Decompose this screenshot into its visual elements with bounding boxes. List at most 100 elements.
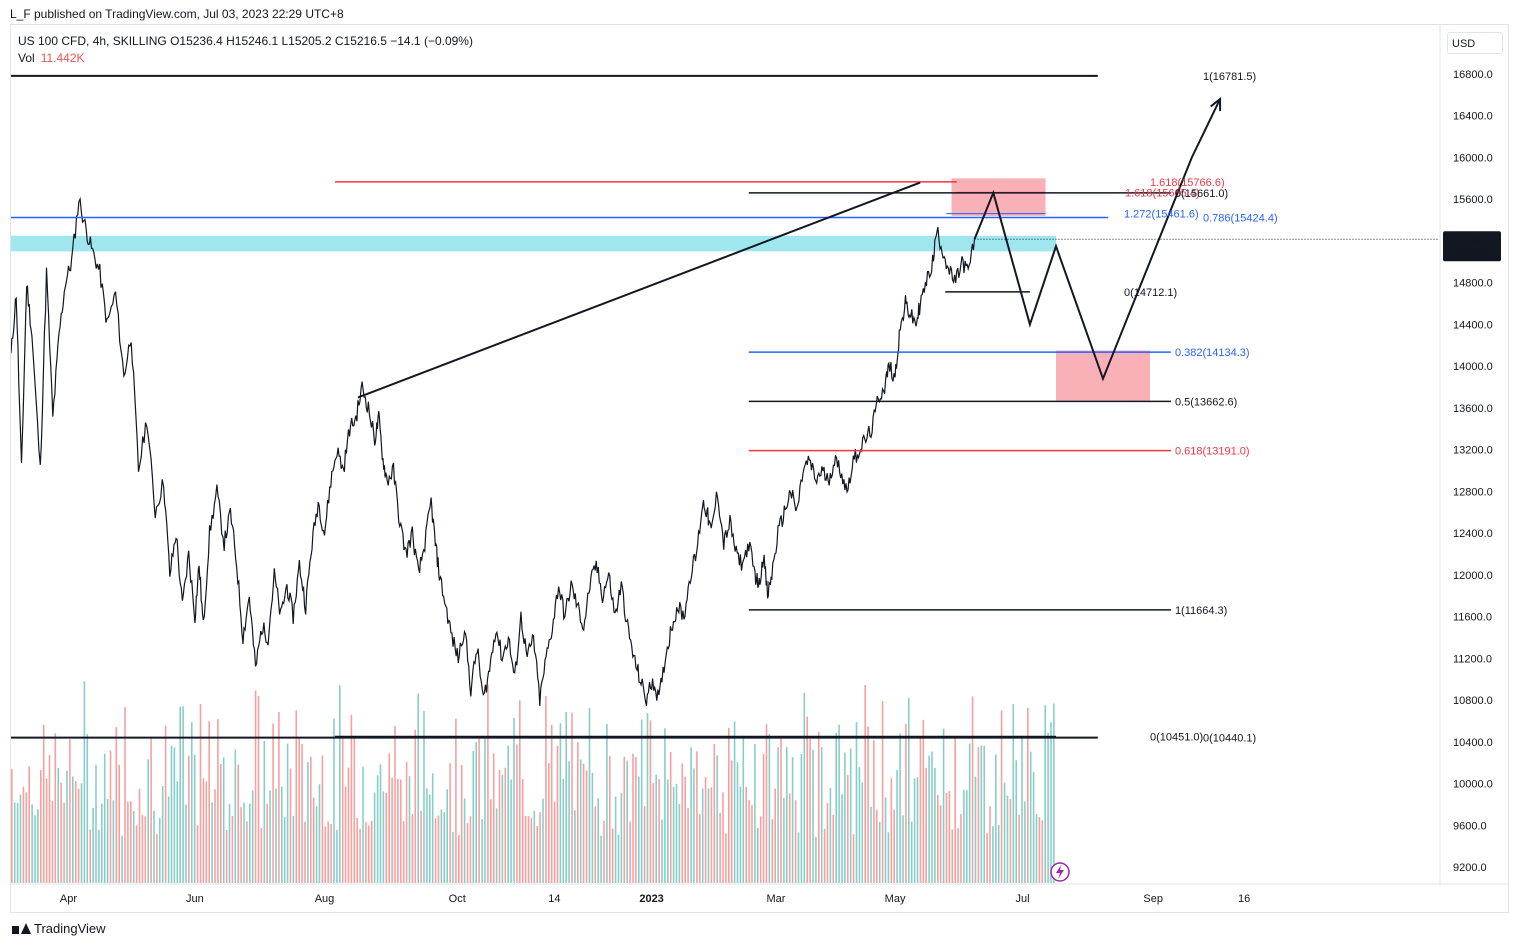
- volume-bar: [379, 764, 382, 883]
- volume-bar: [873, 740, 875, 883]
- published-caption: L_F published on TradingView.com, Jul 03…: [10, 7, 344, 21]
- volume-bar: [536, 826, 538, 883]
- volume-bar: [138, 788, 141, 883]
- volume-bar: [1029, 751, 1032, 883]
- volume-bar: [281, 786, 283, 883]
- volume-bar: [786, 747, 788, 883]
- volume-bar: [135, 825, 138, 883]
- volume-bar: [336, 829, 338, 883]
- volume-bar: [1018, 814, 1020, 883]
- volume-bar: [45, 778, 48, 883]
- volume-bar: [237, 764, 239, 883]
- volume-bar: [420, 810, 422, 883]
- volume-bar: [629, 821, 631, 883]
- volume-bar: [272, 723, 274, 883]
- symbol-legend[interactable]: US 100 CFD, 4h, SKILLING O15236.4 H15246…: [18, 34, 473, 48]
- volume-bar: [423, 711, 425, 883]
- volume-bar: [63, 802, 65, 883]
- volume-bar: [951, 829, 954, 883]
- volume-bar: [945, 792, 948, 883]
- volume-bar: [298, 738, 300, 883]
- volume-bar: [95, 765, 97, 883]
- fib-level-label: 1.272(15461.6): [1124, 209, 1199, 221]
- volume-bar: [768, 734, 771, 883]
- volume-bar: [312, 797, 315, 883]
- volume-bar: [507, 745, 509, 883]
- volume-bar: [504, 767, 507, 883]
- last-price-badge[interactable]: [1443, 231, 1501, 262]
- volume-bar: [77, 788, 80, 883]
- tradingview-brand[interactable]: TradingView: [12, 921, 106, 936]
- currency-selector[interactable]: USD: [1447, 32, 1503, 54]
- volume-bar: [728, 727, 730, 883]
- volume-bar: [69, 739, 71, 883]
- volume-bar: [397, 778, 399, 883]
- volume-bar: [757, 828, 759, 883]
- volume-bar: [373, 792, 376, 883]
- volume-bar: [725, 833, 727, 883]
- volume-bar: [730, 760, 733, 883]
- volume-bar: [475, 741, 477, 883]
- volume-bar: [632, 753, 634, 883]
- volume-bar: [925, 767, 927, 883]
- volume-bar: [402, 821, 405, 883]
- volume-bar: [356, 818, 358, 883]
- volume-bar: [902, 815, 904, 883]
- volume-bar: [707, 788, 710, 883]
- volume-bar: [519, 700, 521, 883]
- y-tick-label: 16800.0: [1453, 69, 1493, 81]
- volume-bar: [460, 765, 463, 883]
- volume-bar: [1015, 760, 1017, 883]
- volume-bar: [701, 788, 704, 883]
- volume-bar: [278, 712, 280, 883]
- fib-level-label: 0.382(14134.3): [1175, 347, 1250, 359]
- volume-bar: [1047, 732, 1049, 883]
- volume-bar: [963, 789, 965, 883]
- y-tick-label: 15600.0: [1453, 194, 1493, 206]
- volume-bar: [292, 815, 295, 883]
- volume-bar: [74, 781, 77, 883]
- volume-bar: [222, 757, 225, 883]
- volume-bar: [164, 725, 167, 883]
- fib-level-label: 0(10440.1): [1203, 733, 1256, 745]
- volume-bar: [524, 815, 527, 883]
- volume-bar: [315, 806, 318, 883]
- volume-bar: [867, 726, 869, 883]
- y-tick-label: 12800.0: [1453, 486, 1493, 498]
- fib-level-label: 0.618(13191.0): [1175, 446, 1250, 458]
- volume-bar: [109, 750, 112, 883]
- volume-bar: [304, 821, 306, 883]
- volume-bar: [455, 718, 457, 883]
- volume-bar: [864, 685, 866, 883]
- volume-bar: [661, 819, 663, 883]
- volume-bar: [484, 737, 486, 883]
- volume-bar: [777, 747, 779, 883]
- chart-frame: [10, 24, 1509, 913]
- x-tick-label: Sep: [1143, 893, 1163, 905]
- volume-bar: [556, 745, 559, 883]
- volume-bar: [57, 768, 59, 883]
- volume-bar: [92, 807, 94, 883]
- volume-bar: [934, 767, 936, 883]
- volume-bar: [745, 787, 747, 883]
- volume-bar: [234, 749, 237, 883]
- volume-bar: [591, 772, 594, 883]
- volume-bar: [617, 834, 620, 883]
- volume-bar: [1027, 707, 1029, 883]
- volume-bar: [565, 712, 567, 883]
- volume-bar: [263, 740, 266, 883]
- volume-bar: [1032, 772, 1035, 883]
- volume-bar: [147, 759, 149, 883]
- fib-level-label: 0(15661.0): [1175, 188, 1228, 200]
- volume-bar: [762, 753, 765, 883]
- volume-bar: [931, 751, 933, 883]
- volume-legend[interactable]: Vol 11.442K: [18, 51, 85, 65]
- volume-bar: [170, 745, 173, 883]
- volume-bar: [269, 790, 271, 883]
- y-tick-label: 13600.0: [1453, 403, 1493, 415]
- volume-bar: [72, 776, 74, 883]
- fib-level-label: 0.5(13662.6): [1175, 396, 1237, 408]
- volume-bar: [362, 766, 364, 883]
- volume-bar: [191, 722, 193, 883]
